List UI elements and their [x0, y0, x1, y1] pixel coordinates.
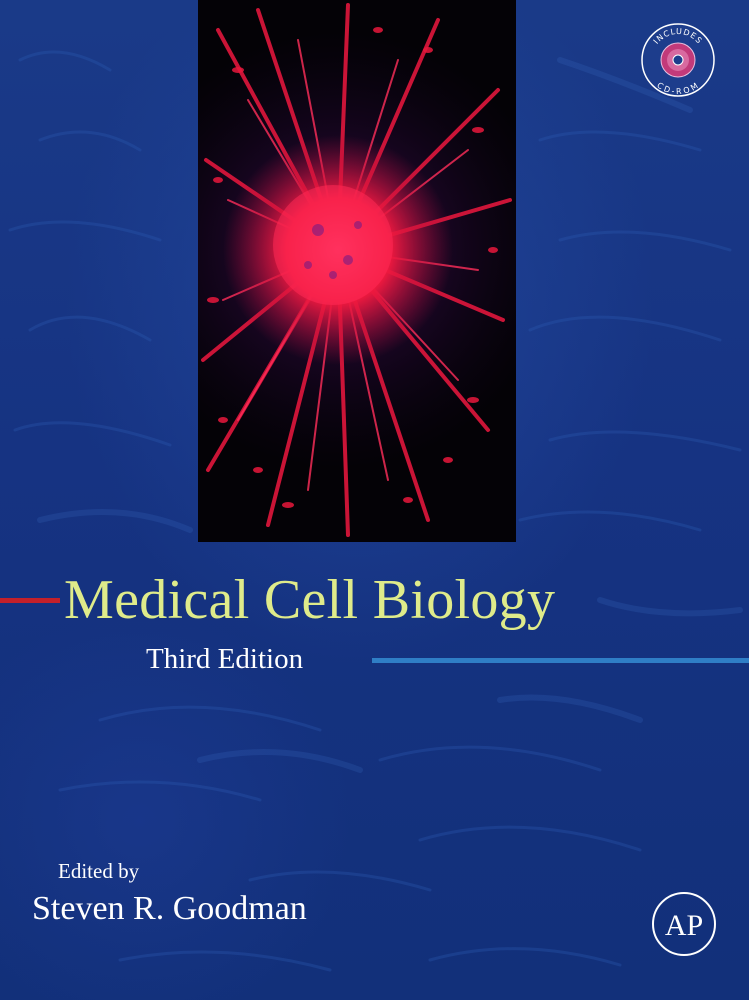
author-name: Steven R. Goodman — [32, 890, 307, 927]
publisher-logo-icon: AP — [652, 892, 716, 956]
book-edition: Third Edition — [146, 643, 304, 675]
book-title: Medical Cell Biology — [64, 569, 556, 631]
red-accent-rule — [0, 598, 60, 603]
blue-accent-rule — [372, 658, 749, 663]
cd-rom-badge-icon: INCLUDES CD-ROM — [641, 23, 715, 97]
edited-by-label: Edited by — [58, 859, 140, 883]
publisher-logo-text: AP — [665, 909, 703, 942]
cell-micrograph-image — [198, 0, 516, 542]
